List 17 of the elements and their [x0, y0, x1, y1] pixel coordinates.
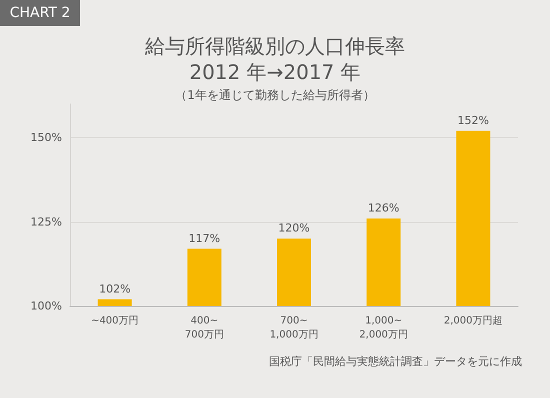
- x-tick-label: ~400万円: [91, 316, 139, 326]
- chart-title: 給与所得階級別の人口伸長率 2012 年→2017 年: [144, 34, 405, 84]
- data-label: 102%: [99, 282, 131, 296]
- x-tick-label: 700~ 1,000万円: [270, 316, 318, 340]
- x-tick-label: 2,000万円超: [444, 314, 503, 326]
- data-label: 117%: [188, 232, 220, 245]
- data-label: 120%: [278, 222, 310, 235]
- text: 国税庁「民間給与実態統計調査」データを元に作成: [269, 355, 522, 368]
- chart-subtitle: （1年を通じて勤務した給与所得者）: [175, 88, 375, 102]
- data-label: 126%: [368, 201, 400, 214]
- y-tick-label: 100%: [30, 300, 62, 312]
- caption: CHART 2: [10, 5, 70, 21]
- y-tick-label: 125%: [30, 215, 62, 228]
- x-tick-label: 400~ 700万円: [184, 316, 224, 340]
- y-tick-label: 150%: [30, 131, 62, 144]
- x-tick-label: 1,000~ 2,000万円: [359, 316, 408, 340]
- data-label: 152%: [457, 114, 489, 127]
